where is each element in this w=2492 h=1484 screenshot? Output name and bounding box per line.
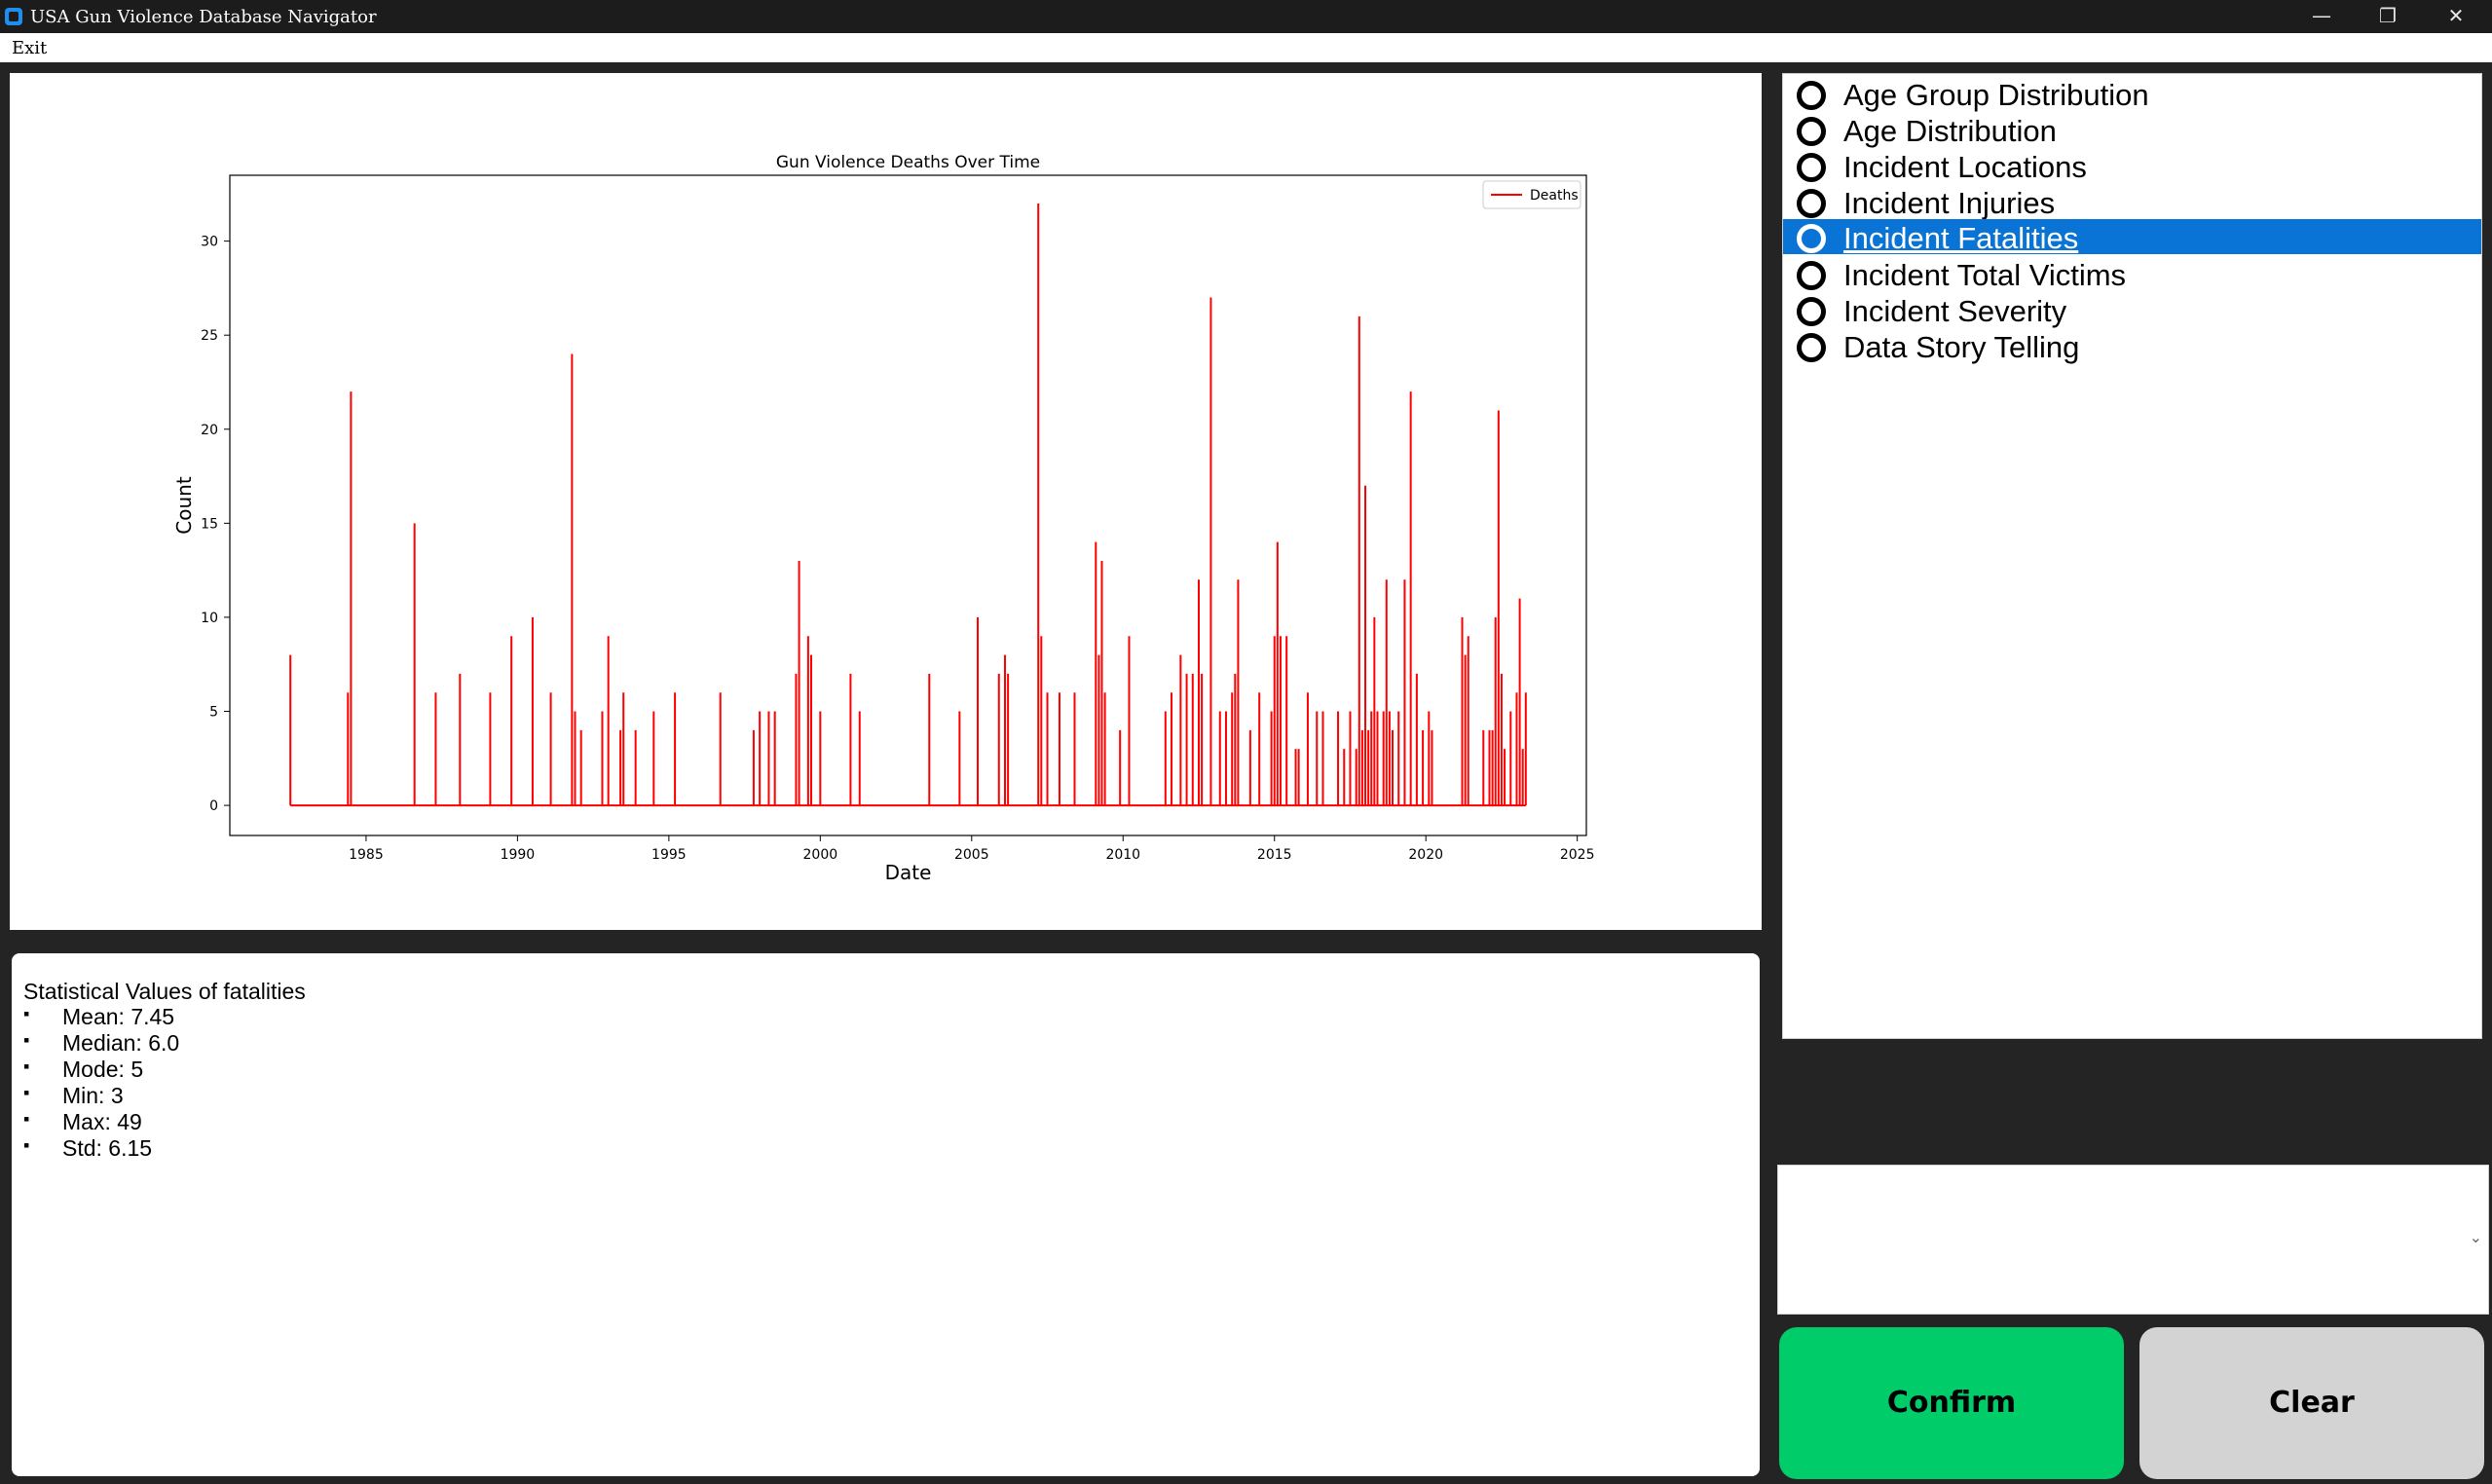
statistics-title: Statistical Values of fatalities xyxy=(23,979,306,1004)
stat-max: Max: 49 xyxy=(62,1109,142,1134)
chevron-down-icon[interactable]: ⌄ xyxy=(2469,1230,2482,1246)
restore-button[interactable]: ❐ xyxy=(2379,4,2397,27)
radio-icon[interactable] xyxy=(1797,189,1826,218)
radio-icon[interactable] xyxy=(1797,224,1826,253)
title-bar: USA Gun Violence Database Navigator — ❐ … xyxy=(0,0,2492,33)
option-label: Incident Fatalities xyxy=(1843,221,2079,255)
radio-icon[interactable] xyxy=(1797,81,1826,110)
y-tick-label: 0 xyxy=(209,798,218,814)
y-tick-label: 15 xyxy=(201,516,218,532)
radio-icon[interactable] xyxy=(1797,117,1826,146)
analysis-options-list: Age Group Distribution Age Distribution … xyxy=(1782,73,2482,1039)
y-tick-label: 5 xyxy=(209,705,218,721)
x-tick-label: 1990 xyxy=(501,847,536,863)
x-tick-label: 2005 xyxy=(954,847,989,863)
menu-bar: Exit xyxy=(0,33,2492,62)
stat-mean: Mean: 7.45 xyxy=(62,1004,175,1029)
stat-mode: Mode: 5 xyxy=(62,1057,144,1082)
window-title: USA Gun Violence Database Navigator xyxy=(30,7,377,27)
legend-box xyxy=(1482,180,1581,209)
x-tick-label: 2015 xyxy=(1257,847,1292,863)
bullet-icon: ▪ xyxy=(23,1057,30,1076)
app-icon xyxy=(5,8,22,25)
option-incident-fatalities[interactable]: Incident Fatalities xyxy=(1783,219,2481,255)
stat-std: Std: 6.15 xyxy=(62,1135,153,1161)
y-axis-label: Count xyxy=(172,476,196,535)
option-label: Data Story Telling xyxy=(1843,330,2080,364)
x-axis-label: Date xyxy=(885,861,932,884)
x-tick-label: 1995 xyxy=(651,847,687,863)
y-tick-label: 20 xyxy=(201,423,218,438)
option-incident-injuries[interactable]: Incident Injuries xyxy=(1783,184,2481,220)
option-incident-locations[interactable]: Incident Locations xyxy=(1783,148,2481,184)
x-tick-label: 2020 xyxy=(1408,847,1443,863)
stat-min: Min: 3 xyxy=(62,1083,124,1108)
radio-icon[interactable] xyxy=(1797,333,1826,362)
option-label: Incident Severity xyxy=(1843,294,2067,328)
radio-icon[interactable] xyxy=(1797,261,1826,290)
bullet-icon: ▪ xyxy=(23,1135,30,1155)
close-button[interactable]: ✕ xyxy=(2447,4,2465,27)
option-incident-total-victims[interactable]: Incident Total Victims xyxy=(1783,256,2481,292)
minimize-button[interactable]: — xyxy=(2312,4,2331,27)
confirm-button[interactable]: Confirm xyxy=(1779,1327,2124,1479)
filter-dropdown[interactable]: ⌄ xyxy=(1777,1165,2489,1315)
menu-exit[interactable]: Exit xyxy=(12,38,48,58)
bullet-icon: ▪ xyxy=(23,1030,30,1050)
option-label: Incident Locations xyxy=(1843,150,2087,184)
plot-frame xyxy=(229,174,1587,836)
x-tick-label: 2000 xyxy=(803,847,838,863)
option-age-group-distribution[interactable]: Age Group Distribution xyxy=(1783,76,2481,112)
x-tick-label: 2010 xyxy=(1105,847,1140,863)
clear-button[interactable]: Clear xyxy=(2139,1327,2484,1479)
option-label: Age Group Distribution xyxy=(1843,78,2149,112)
option-incident-severity[interactable]: Incident Severity xyxy=(1783,292,2481,328)
x-tick-label: 1985 xyxy=(349,847,384,863)
bullet-icon: ▪ xyxy=(23,1004,30,1023)
radio-icon[interactable] xyxy=(1797,297,1826,326)
stat-median: Median: 6.0 xyxy=(62,1030,180,1056)
legend-label: Deaths xyxy=(1530,188,1579,204)
statistics-panel: Statistical Values of fatalities ▪ Mean:… xyxy=(12,953,1760,1476)
x-tick-label: 2025 xyxy=(1560,847,1595,863)
chart-panel: Gun Violence Deaths Over Time Date Count 19… xyxy=(10,73,1762,930)
chart-svg: Gun Violence Deaths Over Time Date Count 19… xyxy=(172,153,1595,884)
option-label: Age Distribution xyxy=(1843,114,2057,148)
option-data-story-telling[interactable]: Data Story Telling xyxy=(1783,328,2481,364)
option-label: Incident Total Victims xyxy=(1843,258,2127,292)
y-tick-label: 10 xyxy=(201,611,218,626)
option-label: Incident Injuries xyxy=(1843,186,2056,220)
option-age-distribution[interactable]: Age Distribution xyxy=(1783,112,2481,148)
bullet-icon: ▪ xyxy=(23,1109,30,1129)
y-tick-label: 30 xyxy=(201,235,218,250)
chart-title: Gun Violence Deaths Over Time xyxy=(776,153,1040,172)
bullet-icon: ▪ xyxy=(23,1083,30,1102)
y-tick-label: 25 xyxy=(201,328,218,344)
radio-icon[interactable] xyxy=(1797,153,1826,182)
